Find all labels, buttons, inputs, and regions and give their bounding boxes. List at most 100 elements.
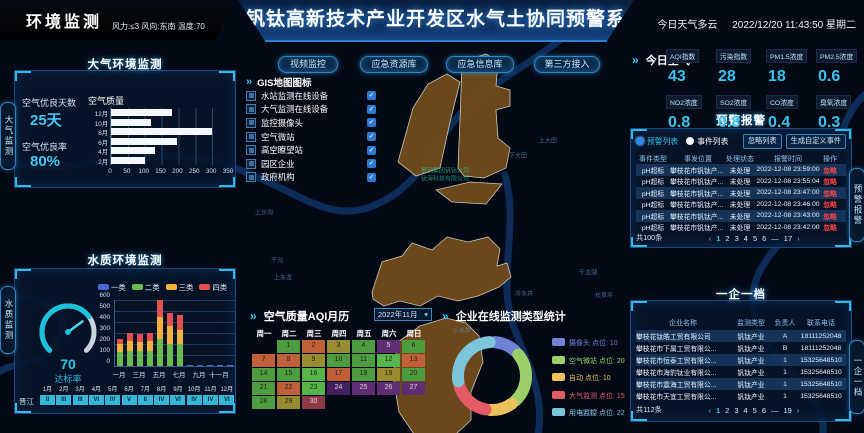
calendar-day[interactable]: 26 <box>377 382 400 395</box>
grade-cell[interactable]: IV <box>105 395 121 405</box>
ignore-action[interactable]: 忽略 <box>823 167 837 175</box>
calendar-day[interactable]: 15 <box>277 368 300 381</box>
pager-page[interactable]: 3 <box>734 405 739 415</box>
layer-menu-item[interactable]: 大气监测在线设备 ✓ <box>246 103 376 117</box>
grade-cell[interactable]: IV <box>203 395 218 405</box>
table-row[interactable]: 攀枝花市下属工贸有限公... 钒钛产业 B 18111252048 <box>636 342 846 354</box>
month-select[interactable]: 2022年11月 ▾ <box>374 308 432 321</box>
pager-page[interactable]: 1 <box>715 405 721 415</box>
donut-legend-item[interactable]: 摄像头 点位: 10 <box>552 338 618 348</box>
alarm-tab[interactable]: 预警列表 <box>636 136 678 147</box>
toolbar-button[interactable]: 第三方接入 <box>534 56 600 73</box>
ignore-action[interactable]: 忽略 <box>823 179 837 187</box>
calendar-day[interactable]: 4 <box>352 340 375 353</box>
layer-menu-item[interactable]: 空气微站 ✓ <box>246 130 376 144</box>
table-row[interactable]: pH超标 攀枝花市钒钛产... 未处理 2022-12-08 23:55:04 忽略 <box>636 176 846 188</box>
pager-page[interactable]: — <box>771 405 779 415</box>
pager-prev[interactable]: ‹ <box>708 405 711 415</box>
calendar-day[interactable]: 18 <box>352 368 375 381</box>
table-row[interactable]: pH超标 攀枝花市钒钛产... 未处理 2022-12-08 23:42:00 忽略 <box>636 222 846 234</box>
layer-checkbox[interactable]: ✓ <box>367 159 376 169</box>
side-tab-water[interactable]: 水质监测 <box>0 286 16 354</box>
layer-checkbox[interactable]: ✓ <box>367 145 376 155</box>
water-legend-item[interactable]: 一类 <box>98 282 126 293</box>
grade-cell[interactable]: II <box>40 395 55 405</box>
ignore-action[interactable]: 忽略 <box>823 225 837 233</box>
grade-cell[interactable]: III <box>56 395 72 405</box>
grade-cell[interactable]: V <box>121 395 137 405</box>
layer-checkbox[interactable]: ✓ <box>367 104 376 114</box>
zone-polygon[interactable] <box>435 181 503 205</box>
calendar-day[interactable]: 20 <box>402 368 425 381</box>
side-tab-alarm[interactable]: 预警报警 <box>849 168 864 242</box>
side-tab-enterprise[interactable]: 一企一档 <box>849 340 864 414</box>
alarm-action-button[interactable]: 忽略列表 <box>742 134 782 149</box>
donut-legend-item[interactable]: 大气监测 点位: 15 <box>552 390 625 401</box>
pager-page[interactable]: 6 <box>761 405 767 415</box>
calendar-day[interactable]: 24 <box>327 382 350 395</box>
table-row[interactable]: pH超标 攀枝花市钒钛产... 未处理 2022-12-08 23:47:00 忽略 <box>636 187 846 199</box>
pager-page[interactable]: 6 <box>762 233 767 243</box>
layer-menu-item[interactable]: 高空瞭望站 ✓ <box>246 143 376 157</box>
grade-cell[interactable]: III <box>72 395 88 405</box>
donut-legend-item[interactable]: 用电监控 点位: 22 <box>552 408 625 418</box>
pager-page[interactable]: 3 <box>734 233 739 243</box>
layer-menu-item[interactable]: 监控摄像头 ✓ <box>246 116 376 130</box>
alarm-tab[interactable]: 事件列表 <box>686 136 728 147</box>
calendar-day[interactable]: 25 <box>352 382 375 395</box>
table-row[interactable]: 攀枝花市海豹钛业有限公... 钒钛产业 1 15325648510 <box>636 366 846 378</box>
calendar-day[interactable]: 7 <box>252 354 275 367</box>
alarm-action-button[interactable]: 生成自定义事件 <box>785 134 846 149</box>
calendar-day[interactable]: 6 <box>402 340 425 353</box>
pager-next[interactable]: › <box>797 233 800 243</box>
grade-cell[interactable]: II <box>137 395 153 405</box>
toolbar-button[interactable]: 视频监控 <box>278 56 338 73</box>
calendar-day[interactable]: 11 <box>352 354 375 367</box>
layer-checkbox[interactable]: ✓ <box>367 118 376 128</box>
water-legend-item[interactable]: 二类 <box>131 282 160 293</box>
calendar-day[interactable]: 10 <box>327 354 350 367</box>
calendar-day[interactable]: 8 <box>277 354 300 367</box>
toolbar-button[interactable]: 应急资源库 <box>360 56 428 73</box>
pager-page[interactable]: — <box>771 233 779 243</box>
grade-cell[interactable]: VI <box>219 395 235 405</box>
calendar-day[interactable]: 14 <box>252 368 275 381</box>
pager-page[interactable]: 4 <box>743 233 748 243</box>
pager-page[interactable]: 2 <box>725 405 730 415</box>
pager-page[interactable]: 19 <box>783 405 792 415</box>
grade-cell[interactable]: VI <box>88 395 104 405</box>
donut-legend-item[interactable]: 自动 点位: 10 <box>552 373 611 383</box>
layer-checkbox[interactable]: ✓ <box>367 172 376 182</box>
pager-next[interactable]: › <box>796 405 800 415</box>
calendar-day[interactable]: 5 <box>377 340 400 353</box>
side-tab-air[interactable]: 大气监测 <box>0 102 16 170</box>
toolbar-button[interactable]: 应急信息库 <box>446 56 514 73</box>
calendar-day[interactable]: 16 <box>302 368 325 381</box>
table-row[interactable]: pH超标 攀枝花市钒钛产... 未处理 2022-12-08 23:43:00 忽略 <box>636 210 846 222</box>
pager-page[interactable]: 4 <box>743 405 748 415</box>
table-row[interactable]: 攀枝花市震海工贸有限公... 钒钛产业 1 15325648510 <box>636 378 846 390</box>
pager-page[interactable]: 17 <box>783 233 793 243</box>
calendar-day[interactable]: 1 <box>277 340 300 353</box>
water-legend-item[interactable]: 三类 <box>165 282 193 293</box>
calendar-day[interactable]: 27 <box>402 382 425 395</box>
grade-cell[interactable]: IV <box>186 395 202 405</box>
calendar-day[interactable]: 9 <box>302 354 325 367</box>
calendar-day[interactable]: 29 <box>277 396 300 409</box>
table-row[interactable]: pH超标 攀枝花市钒钛产... 未处理 2022-12-08 23:59:00 忽略 <box>636 164 846 176</box>
calendar-day[interactable]: 2 <box>302 340 325 353</box>
calendar-day[interactable]: 12 <box>377 354 400 367</box>
pager-page[interactable]: 5 <box>752 405 757 415</box>
calendar-day[interactable]: 17 <box>327 368 350 381</box>
donut-legend-item[interactable]: 空气微站 点位: 20 <box>552 355 625 366</box>
table-row[interactable]: 攀枝花钛皓工贸有限公司 钒钛产业 A 18111252048 <box>636 330 846 342</box>
gis-layer-header[interactable]: » GIS地图图标 <box>246 74 376 89</box>
calendar-day[interactable]: 23 <box>302 382 325 395</box>
zone-polygon[interactable] <box>371 236 512 307</box>
pager-page[interactable]: 2 <box>725 233 730 243</box>
ignore-action[interactable]: 忽略 <box>823 213 837 221</box>
calendar-day[interactable]: 28 <box>252 396 275 409</box>
calendar-day[interactable]: 13 <box>402 354 425 367</box>
water-legend-item[interactable]: 四类 <box>199 282 227 293</box>
radio-icon[interactable] <box>636 137 644 145</box>
